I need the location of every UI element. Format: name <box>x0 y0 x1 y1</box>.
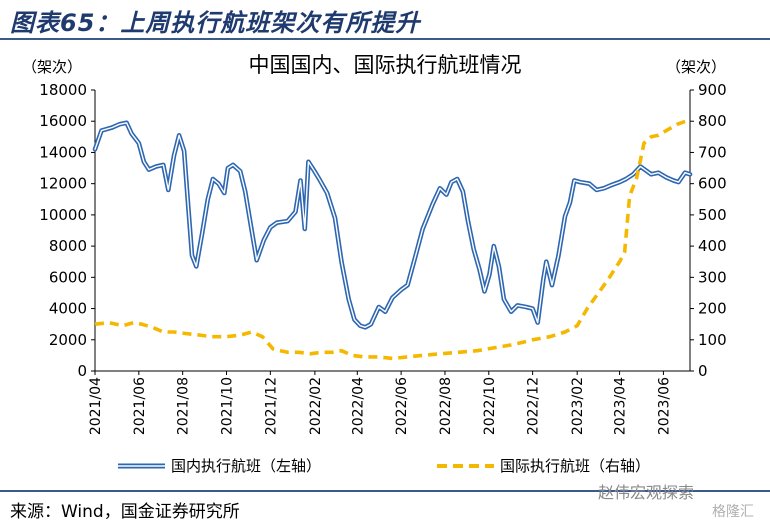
right-y-ticks: 0 100 200 300 400 500 600 700 800 900 <box>690 81 727 380</box>
legend-label-domestic: 国内执行航班（左轴） <box>171 457 321 475</box>
right-tick-label: 200 <box>698 300 727 318</box>
left-axis-unit: （架次） <box>22 58 82 76</box>
legend-label-international: 国际执行航班（右轴） <box>500 457 650 475</box>
right-tick-label: 300 <box>698 268 727 286</box>
right-tick-label: 100 <box>698 331 727 349</box>
chart-title: 中国国内、国际执行航班情况 <box>249 53 522 77</box>
right-tick-label: 700 <box>698 143 727 161</box>
right-tick-label: 900 <box>698 81 727 99</box>
left-tick-label: 18000 <box>39 81 87 99</box>
figure-title: 图表65：上周执行航班架次有所提升 <box>10 9 421 37</box>
axes <box>94 90 691 372</box>
x-tick-label: 2022/08 <box>438 377 454 435</box>
right-tick-label: 600 <box>698 175 727 193</box>
left-y-ticks: 0 2000 4000 6000 8000 10000 12000 14000 16000 180… <box>39 81 95 380</box>
right-tick-label: 400 <box>698 237 727 255</box>
right-axis-unit: （架次） <box>666 58 726 76</box>
source-note: 来源：Wind，国金证券研究所 <box>10 502 240 522</box>
x-tick-label: 2022/12 <box>526 377 542 435</box>
left-tick-label: 6000 <box>49 268 87 286</box>
right-tick-label: 500 <box>698 206 727 224</box>
x-tick-label: 2021/12 <box>263 377 279 435</box>
x-tick-label: 2022/02 <box>308 377 324 435</box>
series-layer <box>92 118 693 361</box>
x-tick-label: 2021/06 <box>132 377 148 435</box>
legend: 国内执行航班（左轴） 国际执行航班（右轴） <box>118 457 650 475</box>
left-tick-label: 0 <box>77 362 87 380</box>
x-ticks: 2021/04 2021/06 2021/08 2021/10 2021/12 2022/… <box>88 371 672 435</box>
right-tick-label: 0 <box>698 362 708 380</box>
watermark-secondary: 格隆汇 <box>712 504 754 520</box>
series-international-line <box>94 118 691 361</box>
left-tick-label: 4000 <box>49 300 87 318</box>
x-tick-label: 2022/04 <box>350 377 366 435</box>
watermark: 赵伟宏观探索 <box>598 483 695 502</box>
x-tick-label: 2023/04 <box>613 377 629 435</box>
top-rule <box>0 38 770 40</box>
bottom-rule <box>0 490 770 492</box>
left-tick-label: 2000 <box>49 331 87 349</box>
x-tick-label: 2023/02 <box>570 377 586 435</box>
x-tick-label: 2023/06 <box>656 377 672 435</box>
x-tick-label: 2022/06 <box>394 377 410 435</box>
x-tick-label: 2021/10 <box>220 377 236 435</box>
left-tick-label: 16000 <box>39 112 87 130</box>
left-tick-label: 12000 <box>39 175 87 193</box>
x-tick-label: 2021/08 <box>176 377 192 435</box>
x-tick-label: 2021/04 <box>88 377 104 435</box>
left-tick-label: 14000 <box>39 143 87 161</box>
right-tick-label: 800 <box>698 112 727 130</box>
left-tick-label: 8000 <box>49 237 87 255</box>
series-domestic-line-inner <box>94 122 691 328</box>
x-tick-label: 2022/10 <box>482 377 498 435</box>
left-tick-label: 10000 <box>39 206 87 224</box>
